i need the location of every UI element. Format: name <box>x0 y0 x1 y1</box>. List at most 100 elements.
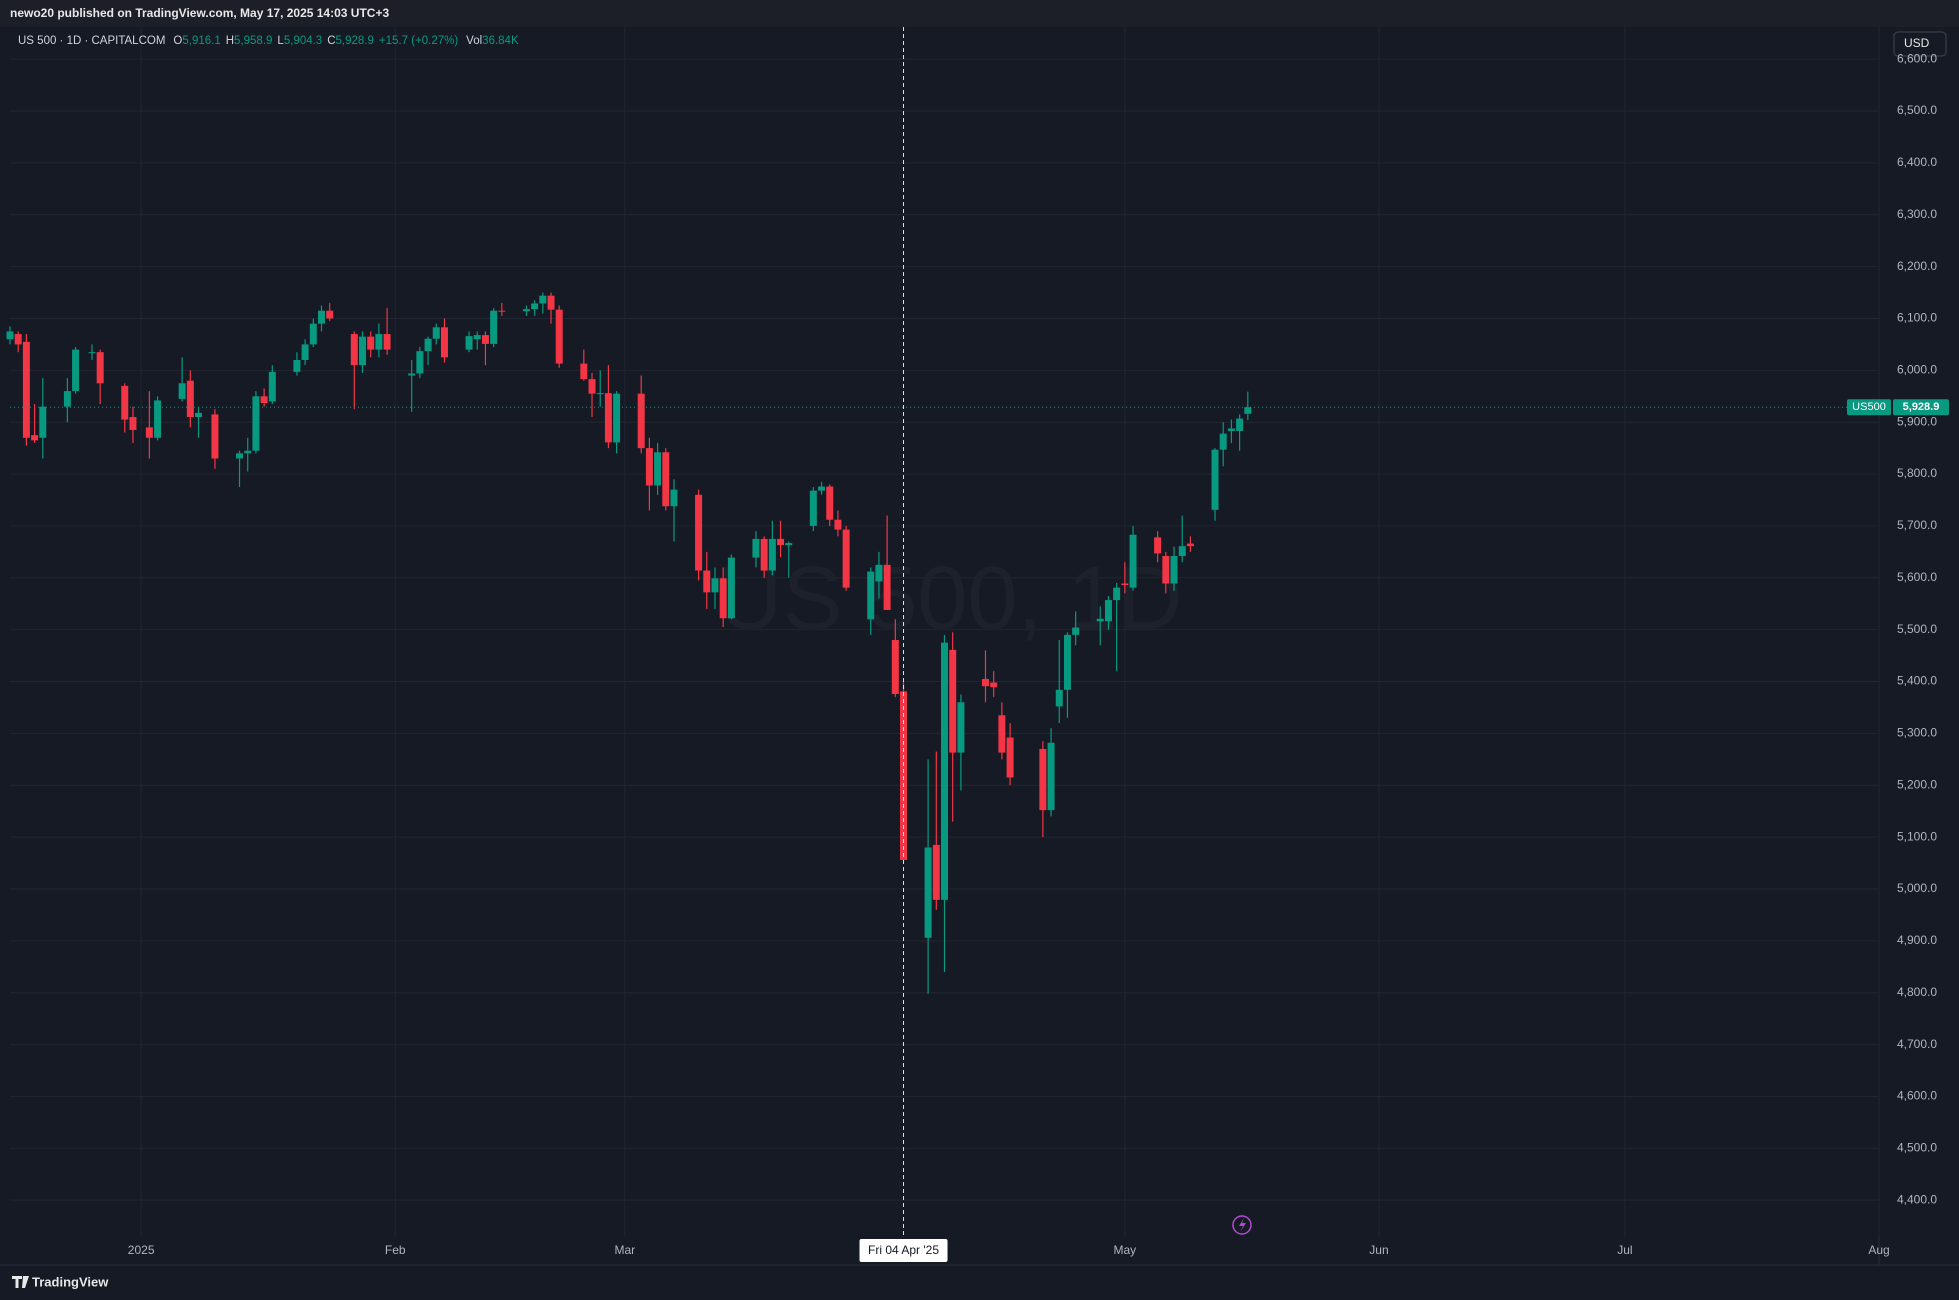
candle-body <box>1244 407 1252 414</box>
y-tick-label: 6,200.0 <box>1897 259 1937 273</box>
candle-body <box>719 578 727 619</box>
candle-body <box>637 393 645 449</box>
candle-body <box>121 385 129 420</box>
candle-body <box>1104 600 1112 622</box>
candle-body <box>555 309 563 364</box>
candle-body <box>785 543 793 546</box>
candle-body <box>695 494 703 571</box>
brand: TradingView <box>32 1274 109 1289</box>
candle-body <box>432 327 440 339</box>
candle-body <box>350 334 358 366</box>
candle-body <box>490 310 498 344</box>
x-tick-label: 2025 <box>128 1243 155 1257</box>
candle-body <box>424 338 432 352</box>
candle-body <box>1055 689 1063 707</box>
x-tick-label: May <box>1114 1243 1137 1257</box>
y-tick-label: 5,900.0 <box>1897 414 1937 428</box>
y-tick-label: 5,600.0 <box>1897 570 1937 584</box>
x-tick-label: Mar <box>614 1243 635 1257</box>
candle-body <box>1219 433 1227 450</box>
y-tick-label: 5,200.0 <box>1897 777 1937 791</box>
candle-body <box>981 678 989 687</box>
y-tick-label: 4,500.0 <box>1897 1140 1937 1154</box>
candle-body <box>596 393 604 395</box>
candle-body <box>31 435 39 441</box>
y-tick-label: 5,300.0 <box>1897 726 1937 740</box>
y-tick-label: 6,600.0 <box>1897 51 1937 65</box>
y-tick-label: 5,500.0 <box>1897 622 1937 636</box>
candle-body <box>662 452 670 507</box>
candle-body <box>1006 737 1014 778</box>
candle-body <box>1121 583 1129 586</box>
candle-body <box>768 538 776 571</box>
event-icon[interactable] <box>1232 1215 1252 1235</box>
candle-body <box>408 373 416 376</box>
y-tick-label: 4,900.0 <box>1897 933 1937 947</box>
candle-body <box>326 310 334 319</box>
candle-body <box>613 393 621 443</box>
legend: US 500 · 1D · CAPITALCOM O5,916.1 H5,958.9… <box>18 35 519 47</box>
crosshair-label: Fri 04 Apr '25 <box>868 1243 939 1257</box>
candle-body <box>14 334 22 345</box>
candle-body <box>998 715 1006 753</box>
y-tick-label: 4,800.0 <box>1897 985 1937 999</box>
x-tick-label: Jun <box>1369 1243 1388 1257</box>
candle-body <box>1047 742 1055 811</box>
candle-body <box>1063 634 1071 690</box>
candle-body <box>145 427 153 438</box>
candle-body <box>154 400 162 438</box>
candle-body <box>129 417 137 430</box>
candle-body <box>367 336 375 350</box>
candle-body <box>481 335 489 344</box>
event-icon-bolt <box>1239 1218 1246 1232</box>
candle-body <box>826 486 834 520</box>
candle-body <box>178 383 186 399</box>
candle-body <box>1227 428 1235 432</box>
candle-body <box>703 570 711 593</box>
candle-body <box>809 490 817 526</box>
candle-body <box>727 557 735 619</box>
candle-body <box>818 486 826 491</box>
candle-body <box>465 336 473 350</box>
candle-body <box>186 380 194 418</box>
y-tick-label: 4,600.0 <box>1897 1089 1937 1103</box>
price-tag-bg <box>1893 399 1949 416</box>
x-tick-label: Feb <box>385 1243 406 1257</box>
candle-body <box>670 489 678 507</box>
candle-body <box>1096 618 1104 622</box>
y-tick-label: 6,000.0 <box>1897 363 1937 377</box>
candle-body <box>539 295 547 304</box>
candle-body <box>268 371 276 402</box>
publisher: newo20 published on TradingView.com, May… <box>10 6 389 20</box>
candle-body <box>72 349 80 392</box>
currency-button[interactable] <box>1893 31 1947 57</box>
legend-ohlc-label: H <box>226 35 234 47</box>
candle-body <box>900 691 908 860</box>
candle-body <box>383 334 391 350</box>
candle-body <box>1236 418 1244 432</box>
candle-body <box>711 578 719 593</box>
legend-ohlc-label: O <box>173 35 182 47</box>
candle-body <box>547 295 555 310</box>
y-tick-label: 6,100.0 <box>1897 311 1937 325</box>
candle-body <box>604 393 612 443</box>
x-tick-label: Jul <box>1617 1243 1632 1257</box>
candle-body <box>1178 546 1186 557</box>
candle-body <box>760 538 768 571</box>
logo: TradingView <box>12 1274 109 1289</box>
y-tick-label: 5,400.0 <box>1897 674 1937 688</box>
candle-body <box>949 649 957 753</box>
price-tag-name-bg <box>1847 399 1891 416</box>
candle-body <box>301 344 309 360</box>
candle-body <box>842 529 850 588</box>
currency[interactable]: USD <box>1904 36 1930 50</box>
candle-body <box>1186 543 1194 547</box>
candle-body <box>1162 556 1170 584</box>
candle-body <box>358 336 366 366</box>
candle-body <box>588 379 596 394</box>
candle-body <box>891 640 899 694</box>
candle-body <box>22 341 30 438</box>
candle-body <box>834 519 842 530</box>
candle-body <box>531 303 539 310</box>
